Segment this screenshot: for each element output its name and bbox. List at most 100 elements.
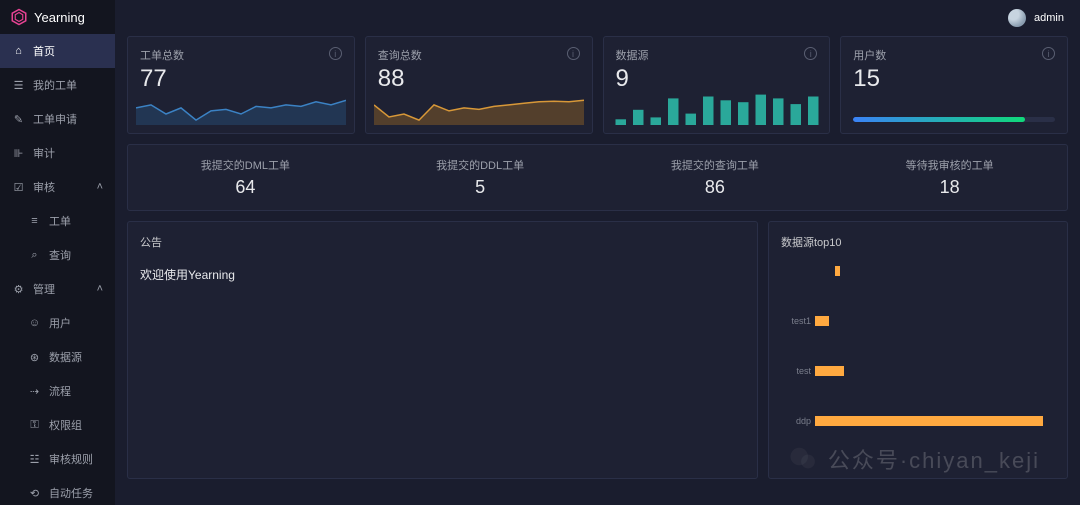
nav-icon: ⊛ xyxy=(28,351,41,364)
nav-label: 用户 xyxy=(49,315,71,331)
sidebar-item-10[interactable]: ⇢ 流程 xyxy=(0,374,115,408)
stat-cards: 工单总数77i查询总数88i数据源9i 用户数 15 i xyxy=(127,36,1068,134)
progress-bar xyxy=(853,117,1055,122)
hbar-label: ddp xyxy=(781,416,811,426)
sidebar-item-11[interactable]: ⚿ 权限组 xyxy=(0,408,115,442)
nav-icon: ⚿ xyxy=(28,419,41,432)
nav: ⌂ 首页 ☰ 我的工单 ✎ 工单申请 ⊪ 审计 ☑ 审核 ˄ ≡工单 ⌕ 查询 ⚙ 管理 ˄ ☺ 用户 ⊛ 数据源 ⇢ 流程… xyxy=(0,34,115,505)
nav-icon: ✎ xyxy=(12,113,25,126)
notice-title: 公告 xyxy=(140,234,745,250)
nav-label: 审核 xyxy=(33,179,55,195)
nav-icon: ⌂ xyxy=(12,45,25,58)
nav-label: 流程 xyxy=(49,383,71,399)
content: 工单总数77i查询总数88i数据源9i用户数15i 我提交的DML工单64我提交… xyxy=(115,36,1080,505)
avatar[interactable] xyxy=(1008,9,1026,27)
notice-body: 欢迎使用Yearning xyxy=(140,266,745,283)
hbar-row-2: test xyxy=(781,366,1055,376)
stat-card-1: 查询总数88i xyxy=(365,36,593,134)
stat-value: 86 xyxy=(598,177,833,198)
card-label: 用户数 xyxy=(853,47,1055,63)
stat-value: 5 xyxy=(363,177,598,198)
sidebar: Yearning ⌂ 首页 ☰ 我的工单 ✎ 工单申请 ⊪ 审计 ☑ 审核 ˄ ≡工单 ⌕ 查询 ⚙ 管理 ˄ ☺… xyxy=(0,0,115,505)
stat-2: 我提交的查询工单 86 xyxy=(598,145,833,210)
info-icon[interactable]: i xyxy=(1042,47,1055,60)
username[interactable]: admin xyxy=(1034,12,1064,24)
stat-label: 我提交的查询工单 xyxy=(598,157,833,173)
stat-label: 等待我审核的工单 xyxy=(832,157,1067,173)
nav-icon: ☺ xyxy=(28,317,41,330)
card-label: 查询总数 xyxy=(378,47,580,63)
nav-icon: ⚙ xyxy=(12,283,25,296)
stat-label: 我提交的DML工单 xyxy=(128,157,363,173)
hbar-track xyxy=(815,366,1055,376)
stat-value: 64 xyxy=(128,177,363,198)
hbar-row-1: test1 xyxy=(781,316,1055,326)
nav-label: 审计 xyxy=(33,145,55,161)
top10-chart: test1 test ddp xyxy=(781,266,1055,426)
logo-icon xyxy=(10,8,28,26)
info-icon[interactable]: i xyxy=(567,47,580,60)
nav-label: 我的工单 xyxy=(33,77,77,93)
area-chart xyxy=(136,87,346,125)
card-value: 15 xyxy=(853,65,1055,93)
sidebar-item-5[interactable]: ≡工单 xyxy=(0,204,115,238)
bar-chart xyxy=(612,87,822,125)
stat-3: 等待我审核的工单 18 xyxy=(832,145,1067,210)
header: admin xyxy=(115,0,1080,36)
sidebar-item-2[interactable]: ✎ 工单申请 xyxy=(0,102,115,136)
chevron-icon: ˄ xyxy=(97,283,103,295)
sidebar-item-7[interactable]: ⚙ 管理 ˄ xyxy=(0,272,115,306)
nav-icon: ≡ xyxy=(28,215,41,228)
sidebar-item-13[interactable]: ⟲ 自动任务 xyxy=(0,476,115,505)
sidebar-item-1[interactable]: ☰ 我的工单 xyxy=(0,68,115,102)
top10-panel: 数据源top10 test1 test ddp xyxy=(768,221,1068,479)
chevron-icon: ˄ xyxy=(97,181,103,193)
sidebar-item-0[interactable]: ⌂ 首页 xyxy=(0,34,115,68)
notice-panel: 公告 欢迎使用Yearning xyxy=(127,221,758,479)
main: admin 工单总数77i查询总数88i数据源9i 用户数 15 i 我提交的DML工… xyxy=(115,0,1080,505)
nav-icon: ⌕ xyxy=(28,249,41,262)
sidebar-item-9[interactable]: ⊛ 数据源 xyxy=(0,340,115,374)
stat-card-3: 用户数 15 i xyxy=(840,36,1068,134)
nav-icon: ☰ xyxy=(12,79,25,92)
nav-label: 工单申请 xyxy=(33,111,77,127)
nav-label: 管理 xyxy=(33,281,55,297)
nav-label: 数据源 xyxy=(49,349,82,365)
card-label: 工单总数 xyxy=(140,47,342,63)
nav-icon: ⇢ xyxy=(28,385,41,398)
nav-label: 审核规则 xyxy=(49,451,93,467)
sidebar-item-3[interactable]: ⊪ 审计 xyxy=(0,136,115,170)
brand-name: Yearning xyxy=(34,10,85,25)
sidebar-item-4[interactable]: ☑ 审核 ˄ xyxy=(0,170,115,204)
nav-label: 自动任务 xyxy=(49,485,93,501)
stat-0: 我提交的DML工单 64 xyxy=(128,145,363,210)
hbar-label: test1 xyxy=(781,316,811,326)
stat-value: 18 xyxy=(832,177,1067,198)
nav-icon: ☑ xyxy=(12,181,25,194)
info-icon[interactable]: i xyxy=(329,47,342,60)
hbar-track xyxy=(815,316,1055,326)
stat-label: 我提交的DDL工单 xyxy=(363,157,598,173)
sidebar-item-6[interactable]: ⌕ 查询 xyxy=(0,238,115,272)
sidebar-item-8[interactable]: ☺ 用户 xyxy=(0,306,115,340)
bottom-row: 公告 欢迎使用Yearning 数据源top10 test1 test ddp xyxy=(127,221,1068,479)
nav-icon: ⊪ xyxy=(12,147,25,160)
hbar-track xyxy=(815,416,1055,426)
area-chart xyxy=(374,87,584,125)
brand-logo[interactable]: Yearning xyxy=(0,0,115,34)
hbar-row-0 xyxy=(781,266,1055,276)
hbar-row-3: ddp xyxy=(781,416,1055,426)
hbar-track xyxy=(815,266,1055,276)
hbar-label: test xyxy=(781,366,811,376)
stat-card-2: 数据源9i xyxy=(603,36,831,134)
nav-icon: ⟲ xyxy=(28,487,41,500)
top10-title: 数据源top10 xyxy=(781,234,1055,250)
stats-row: 我提交的DML工单 64我提交的DDL工单 5我提交的查询工单 86 等待我审核的工单 1… xyxy=(127,144,1068,211)
nav-icon: ☳ xyxy=(28,453,41,466)
stat-card-0: 工单总数77i xyxy=(127,36,355,134)
nav-label: 首页 xyxy=(33,43,55,59)
nav-label: 权限组 xyxy=(49,417,82,433)
sidebar-item-12[interactable]: ☳ 审核规则 xyxy=(0,442,115,476)
card-label: 数据源 xyxy=(616,47,818,63)
nav-label: 查询 xyxy=(49,247,71,263)
